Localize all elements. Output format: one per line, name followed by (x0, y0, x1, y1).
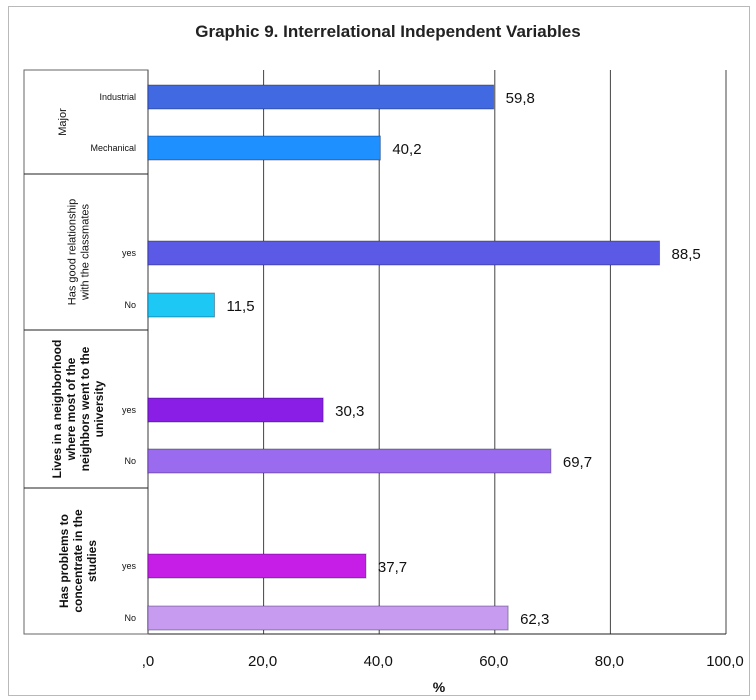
bar (147, 292, 215, 318)
label-panel-border (23, 69, 149, 635)
bar (147, 135, 381, 161)
category-label: Industrial (99, 92, 136, 102)
bar-value-label: 40,2 (392, 141, 421, 158)
category-label: yes (122, 405, 137, 415)
group-label: Has good relationshipwith the classmates (67, 199, 92, 305)
bar-value-label: 30,3 (335, 403, 364, 420)
bar (147, 553, 367, 579)
category-label: No (124, 456, 136, 466)
bar-value-label: 37,7 (378, 559, 407, 576)
bar (147, 397, 324, 423)
group-label: Has problems toconcentrate in thestudies (57, 509, 99, 613)
bars-layer: 59,8 40,2 88,5 11,5 30,3 69,7 37,7 62,3 (147, 84, 701, 631)
bar (147, 84, 495, 110)
category-label: Mechanical (90, 143, 136, 153)
bar-value-label: 62,3 (520, 611, 549, 628)
x-axis-label: % (433, 679, 446, 695)
bar-value-label: 11,5 (226, 298, 254, 315)
x-tick-label: 20,0 (248, 653, 277, 670)
category-label: yes (122, 248, 137, 258)
x-tick-label: 100,0 (706, 653, 744, 670)
bar (147, 448, 552, 474)
bar (147, 240, 661, 266)
category-label: yes (122, 561, 137, 571)
group-label: Major (57, 108, 69, 136)
bar-value-label: 69,7 (563, 454, 592, 471)
x-tick-label: 60,0 (479, 653, 508, 670)
category-label-panel: Major Industrial Mechanical Has good relati… (23, 69, 149, 635)
bar-value-label: 88,5 (672, 246, 701, 263)
x-tick-label: 40,0 (364, 653, 393, 670)
category-label: No (124, 613, 136, 623)
x-axis-ticks: ,0 20,0 40,0 60,0 80,0 100,0 (142, 653, 744, 670)
x-tick-label: ,0 (142, 653, 155, 670)
x-tick-label: 80,0 (595, 653, 624, 670)
chart-title: Graphic 9. Interrelational Independent V… (195, 22, 580, 41)
bar (147, 605, 509, 631)
category-label: No (124, 300, 136, 310)
bar-value-label: 59,8 (506, 90, 535, 107)
group-label: Lives in a neighborhoodwhere most of the… (50, 340, 106, 479)
